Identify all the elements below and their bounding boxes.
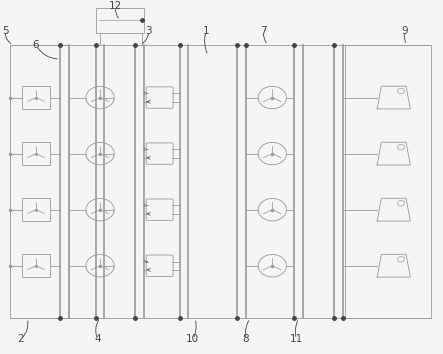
Bar — [96, 8, 144, 33]
Text: 11: 11 — [290, 334, 303, 344]
Text: 10: 10 — [186, 334, 199, 344]
Text: 7: 7 — [260, 26, 267, 36]
Text: 4: 4 — [94, 334, 101, 344]
Text: 3: 3 — [145, 26, 152, 36]
Text: 8: 8 — [242, 334, 249, 344]
Text: 9: 9 — [401, 26, 408, 36]
Text: 2: 2 — [17, 334, 24, 344]
Bar — [10, 45, 69, 318]
Text: 1: 1 — [203, 26, 210, 36]
Text: 12: 12 — [109, 1, 122, 11]
Text: 6: 6 — [33, 40, 39, 50]
Text: 5: 5 — [2, 26, 8, 36]
Bar — [22, 86, 51, 109]
Bar — [22, 142, 51, 165]
Bar — [22, 198, 51, 221]
Bar — [22, 254, 51, 277]
Bar — [345, 45, 431, 318]
